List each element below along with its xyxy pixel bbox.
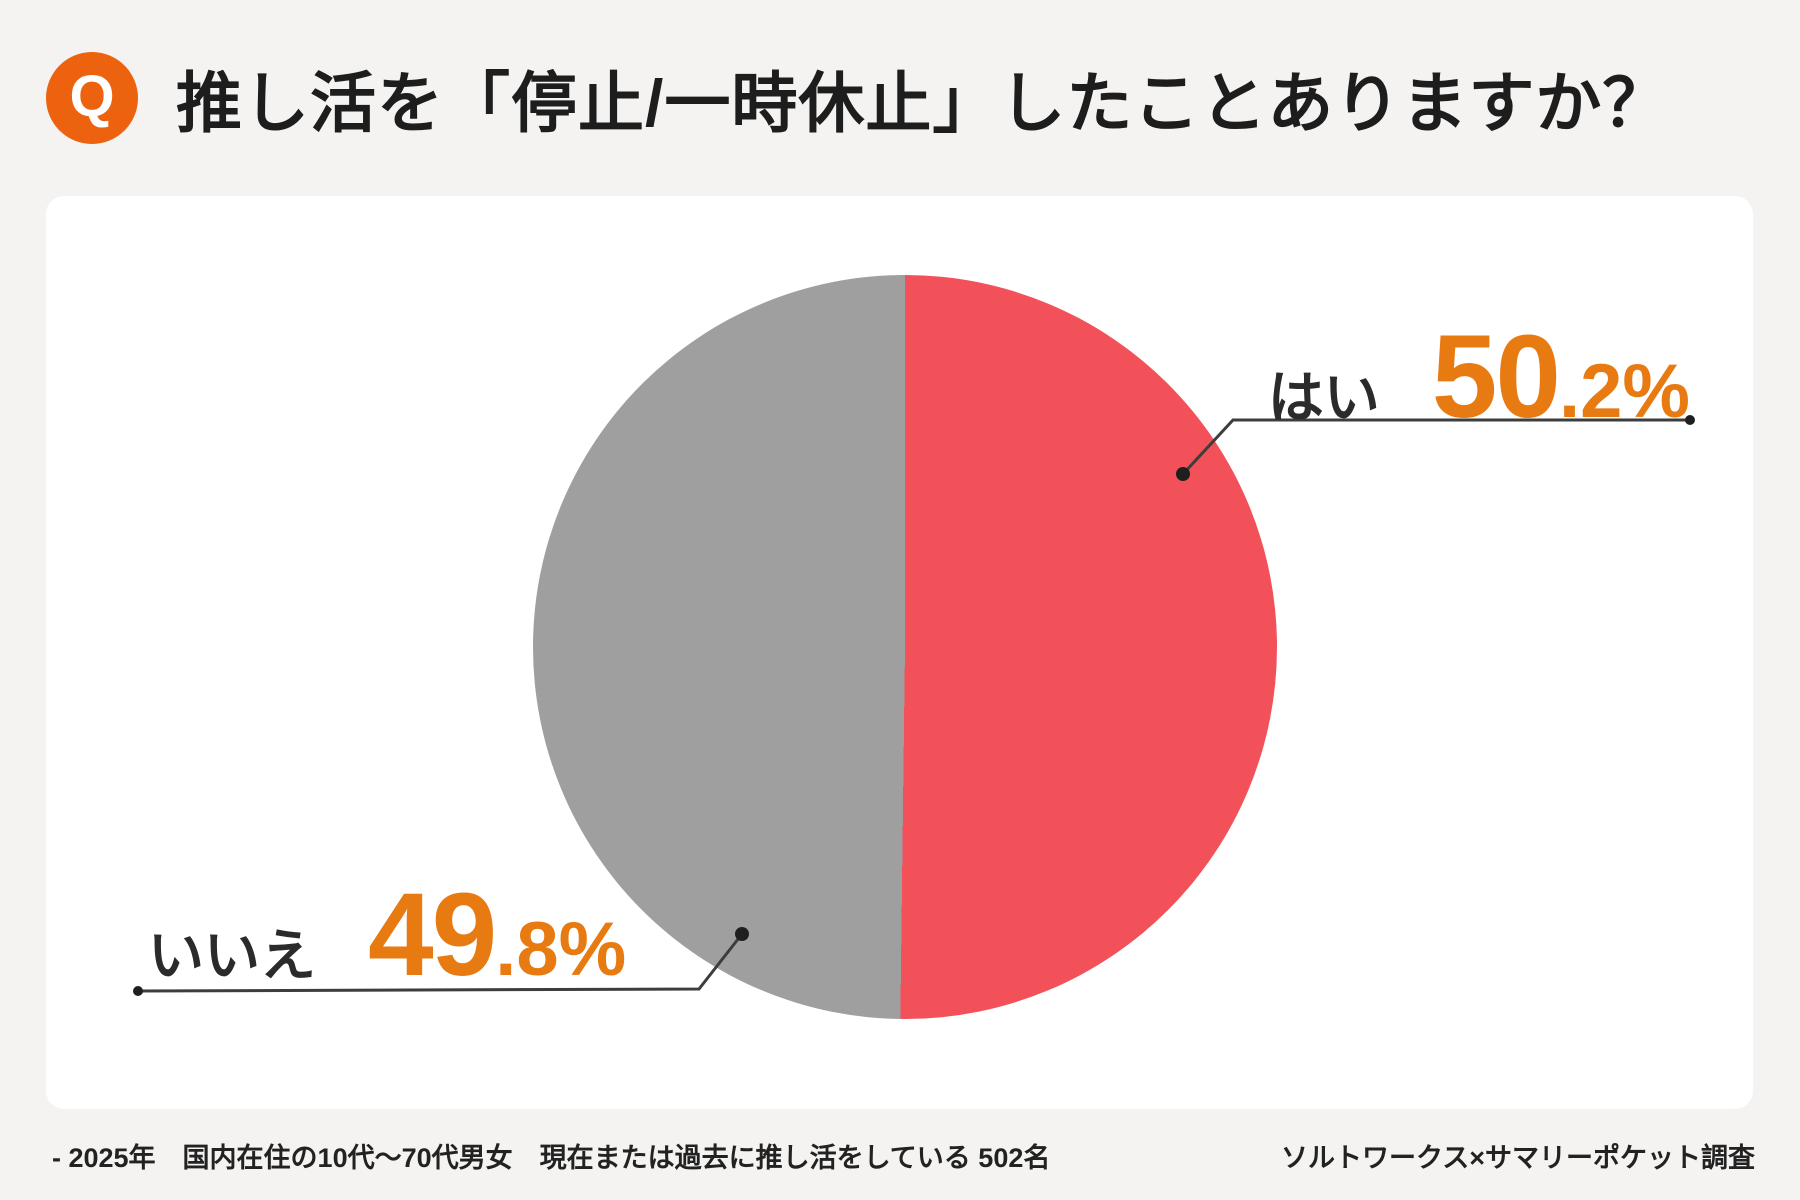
callout-yes-value-fraction: .2%: [1559, 349, 1690, 434]
survey-sample-note: - 2025年 国内在住の10代～70代男女 現在または過去に推し活をしている …: [52, 1143, 1051, 1173]
header: Q 推し活を「停止/一時休止」したことありますか？: [46, 50, 1766, 146]
question-badge-icon: Q: [46, 52, 138, 144]
survey-source-note: ソルトワークス×サマリーポケット調査: [1281, 1143, 1755, 1173]
callout-no-value: 49: [368, 869, 497, 1001]
callout-yes-value: 50: [1431, 311, 1561, 443]
callout-no-value-fraction: .8%: [495, 907, 627, 992]
callout-yes-label: はい: [1267, 366, 1380, 429]
callout-yes: はい 50 .2%: [1268, 318, 1690, 436]
pie-chart: [533, 275, 1277, 1019]
callout-no-label: いいえ: [148, 924, 316, 987]
callout-no: いいえ 49 .8%: [148, 876, 626, 994]
page-title: 推し活を「停止/一時休止」したことありますか？: [176, 66, 1670, 140]
